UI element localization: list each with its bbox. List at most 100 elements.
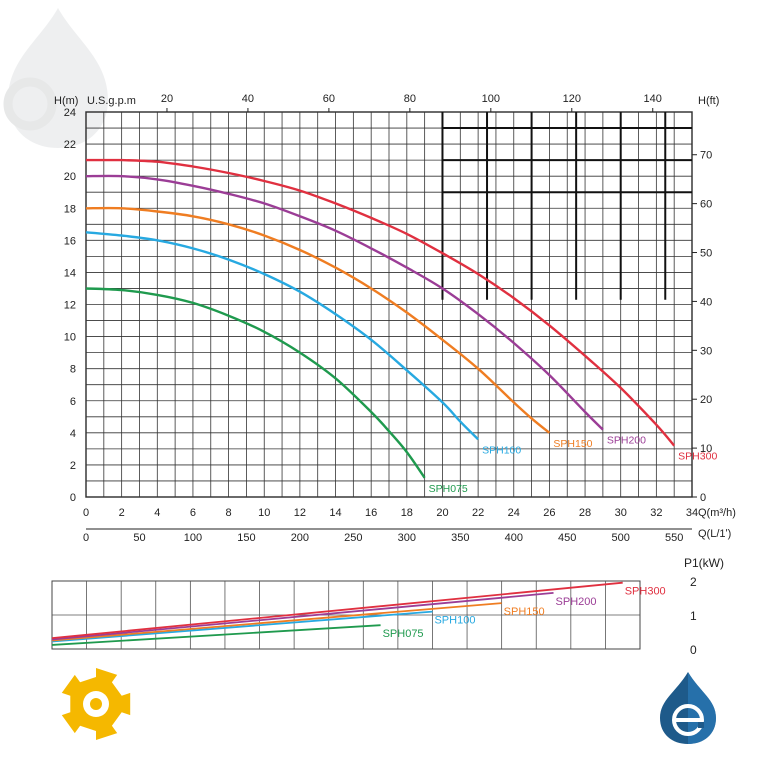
y-tick-label: 0 — [70, 492, 76, 504]
right-tick-label: 30 — [700, 345, 712, 357]
power-label-sph150: SPH150 — [504, 606, 545, 618]
x-tick-label: 4 — [154, 507, 160, 519]
top-tick-label: 100 — [482, 93, 500, 105]
lpm-tick-label: 500 — [612, 532, 630, 544]
top-axis-label: U.S.g.p.m — [87, 95, 136, 107]
x-tick-label: 28 — [579, 507, 591, 519]
right-tick-label: 70 — [700, 150, 712, 162]
x-tick-label: 2 — [119, 507, 125, 519]
x2-axis-label: Q(L/1ʹ) — [698, 528, 731, 540]
top-tick-label: 20 — [161, 93, 173, 105]
y-tick-label: 10 — [64, 332, 76, 344]
lpm-tick-label: 550 — [665, 532, 683, 544]
lpm-tick-label: 150 — [237, 532, 255, 544]
y-tick-label: 2 — [70, 460, 76, 472]
y-tick-label: 22 — [64, 139, 76, 151]
y-tick-label: 4 — [70, 428, 76, 440]
water-drop-e-watermark-icon — [3, 8, 108, 148]
y-axis-label: H(m) — [54, 95, 78, 107]
power-curve-sph100 — [51, 610, 433, 643]
power-curve-labels: SPH075 SPH100 SPH150 SPH200 SPH300 — [383, 586, 666, 641]
right-tick-label: 0 — [700, 492, 706, 504]
power-curve-sph075 — [51, 624, 381, 646]
y-tick-label: 16 — [64, 235, 76, 247]
lpm-tick-label: 50 — [133, 532, 145, 544]
head-curves — [85, 158, 676, 479]
top-tick-label: 60 — [323, 93, 335, 105]
x-tick-label: 8 — [226, 507, 232, 519]
top-tick-label: 80 — [404, 93, 416, 105]
y-tick-label: 24 — [64, 107, 76, 119]
right-tick-label: 50 — [700, 248, 712, 260]
x-tick-label: 12 — [294, 507, 306, 519]
lpm-tick-label: 250 — [344, 532, 362, 544]
power-y-tick-label: 2 — [690, 575, 697, 589]
top-tick-label: 140 — [644, 93, 662, 105]
y-tick-label: 12 — [64, 300, 76, 312]
lpm-tick-label: 350 — [451, 532, 469, 544]
x-tick-label: 22 — [472, 507, 484, 519]
x-tick-label: 34 — [686, 507, 698, 519]
curve-sph200 — [85, 174, 604, 431]
curve-sph100 — [85, 231, 479, 441]
curve-label-sph300: SPH300 — [678, 451, 717, 463]
lpm-tick-label: 300 — [398, 532, 416, 544]
power-y-axis-label: P1(kW) — [684, 556, 724, 570]
y-tick-label: 8 — [70, 364, 76, 376]
x-tick-label: 0 — [83, 507, 89, 519]
gear-logo-icon — [61, 668, 131, 740]
x-tick-label: 32 — [650, 507, 662, 519]
power-curve-sph200 — [51, 592, 554, 641]
lpm-tick-label: 450 — [558, 532, 576, 544]
x-tick-label: 26 — [543, 507, 555, 519]
power-label-sph075: SPH075 — [383, 628, 424, 640]
head-chart-grid — [85, 111, 693, 498]
curve-label-sph075: SPH075 — [429, 483, 468, 495]
power-curve-sph300 — [51, 581, 623, 640]
lpm-tick-label: 400 — [505, 532, 523, 544]
right-axis-label: H(ft) — [698, 95, 719, 107]
x-tick-label: 18 — [401, 507, 413, 519]
lpm-tick-label: 100 — [184, 532, 202, 544]
lpm-tick-label: 200 — [291, 532, 309, 544]
water-drop-e-logo-icon — [660, 672, 716, 744]
x-tick-label: 24 — [508, 507, 520, 519]
y-tick-label: 20 — [64, 171, 76, 183]
power-y-tick-label: 0 — [690, 643, 697, 657]
power-y-tick-label: 1 — [690, 609, 697, 623]
curve-label-sph100: SPH100 — [482, 444, 521, 456]
right-tick-label: 20 — [700, 394, 712, 406]
right-tick-label: 10 — [700, 443, 712, 455]
curve-label-sph200: SPH200 — [607, 435, 646, 447]
curve-sph300 — [85, 158, 676, 447]
x-tick-label: 20 — [436, 507, 448, 519]
right-tick-label: 40 — [700, 296, 712, 308]
right-tick-label: 60 — [700, 199, 712, 211]
x-tick-label: 14 — [329, 507, 341, 519]
power-curve-sph150 — [51, 602, 502, 642]
top-tick-label: 120 — [563, 93, 581, 105]
power-label-sph200: SPH200 — [556, 596, 597, 608]
curve-label-sph150: SPH150 — [553, 438, 592, 450]
head-curve-labels: SPH075 SPH100 SPH150 SPH200 SPH300 — [429, 435, 718, 495]
x-tick-label: 16 — [365, 507, 377, 519]
y-tick-label: 18 — [64, 203, 76, 215]
y-tick-label: 6 — [70, 396, 76, 408]
curve-sph150 — [85, 206, 551, 434]
power-curves — [51, 581, 623, 646]
x-tick-label: 10 — [258, 507, 270, 519]
curve-sph075 — [85, 287, 426, 479]
x-tick-label: 6 — [190, 507, 196, 519]
power-chart-ticks: 0 1 2 — [690, 575, 697, 657]
power-label-sph100: SPH100 — [434, 615, 475, 627]
power-chart: 0 1 2 SPH075 SPH100 SPH150 SPH200 SPH300 P1(kW… — [51, 556, 724, 657]
y-tick-label: 14 — [64, 267, 76, 279]
x-tick-label: 30 — [615, 507, 627, 519]
lpm-tick-label: 0 — [83, 532, 89, 544]
x-axis-label: Q(m³/h) — [698, 507, 736, 519]
top-tick-label: 40 — [242, 93, 254, 105]
